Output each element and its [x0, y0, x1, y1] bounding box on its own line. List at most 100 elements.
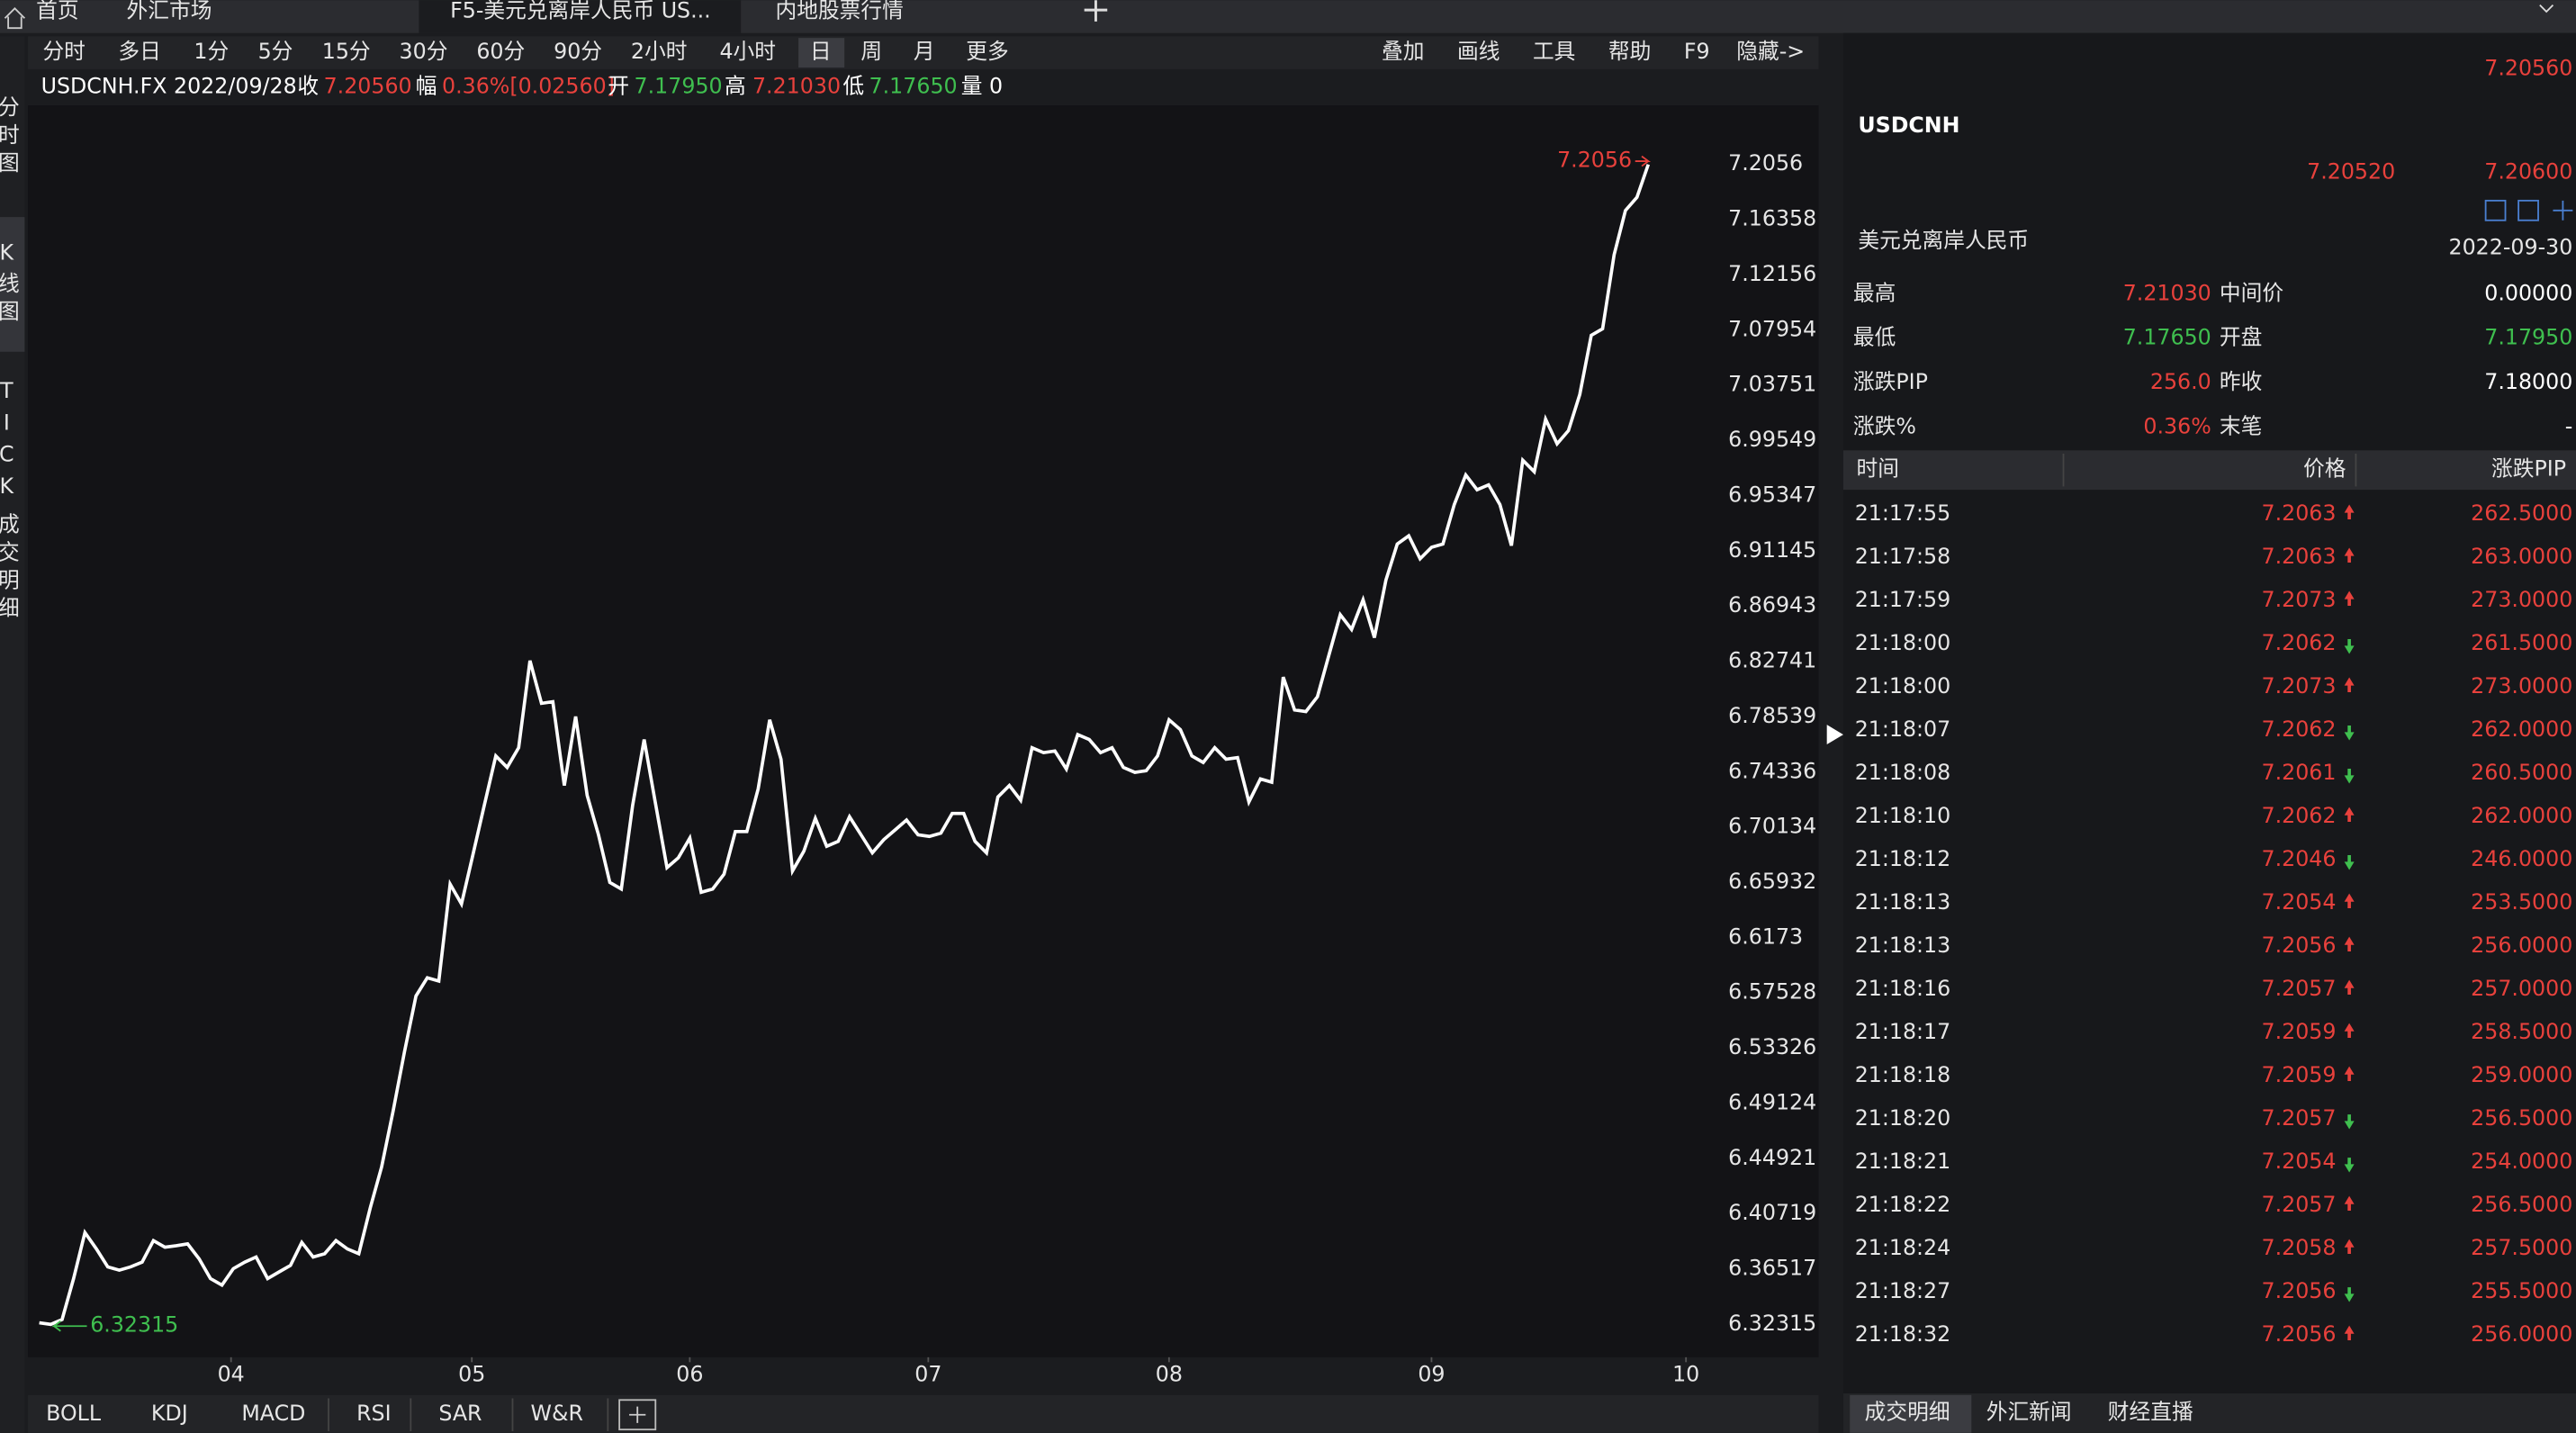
stat-label: 末笔	[2220, 413, 2262, 438]
side-tab[interactable]: TICK	[0, 378, 19, 505]
trade-time: 21:18:07	[1855, 716, 1951, 742]
period-button[interactable]: 日	[810, 39, 832, 64]
period-button[interactable]: 60分	[476, 39, 525, 64]
tool-button[interactable]: F9	[1684, 39, 1710, 64]
trade-price: 7.2054	[2262, 889, 2337, 915]
y-tick-label: 6.65932	[1728, 869, 1816, 894]
stat-label: 开盘	[2220, 325, 2262, 350]
y-tick-label: 7.2056	[1728, 150, 1803, 176]
x-tick-label: 07	[914, 1361, 941, 1386]
stat-value: -	[2565, 413, 2573, 438]
period-button[interactable]: 周	[860, 39, 882, 64]
tab[interactable]: 首页	[36, 0, 78, 23]
trade-price: 7.2062	[2262, 716, 2337, 742]
trade-pip: 256.0000	[2471, 933, 2572, 958]
trade-pip: 253.5000	[2471, 889, 2572, 915]
home-icon[interactable]	[4, 7, 26, 30]
low-annotation: 6.32315	[90, 1312, 178, 1338]
period-button[interactable]: 4小时	[719, 39, 776, 64]
trade-direction	[2344, 677, 2355, 692]
trade-price: 7.2057	[2262, 1192, 2337, 1217]
info-change-label: 幅	[416, 73, 437, 98]
y-tick-label: 6.40719	[1728, 1200, 1816, 1225]
stat-value: 7.17950	[2484, 325, 2572, 350]
add-indicator-icon[interactable]	[629, 1406, 646, 1423]
period-button[interactable]: 多日	[118, 39, 160, 64]
period-button[interactable]: 1分	[194, 39, 229, 64]
info-symbol: USDCNH.FX 2022/09/28	[41, 73, 297, 98]
tool-button[interactable]: 画线	[1457, 39, 1500, 64]
trade-pip: 259.0000	[2471, 1062, 2572, 1087]
panel-toggle[interactable]	[1826, 725, 1843, 745]
period-button[interactable]: 更多	[966, 39, 1008, 64]
active-tab	[419, 0, 742, 33]
bid: 7.20520	[2307, 158, 2395, 184]
side-tab[interactable]: 分时图	[0, 95, 19, 179]
period-button[interactable]: 30分	[400, 39, 448, 64]
period-button[interactable]: 15分	[322, 39, 371, 64]
price-line	[39, 164, 1651, 1327]
tool-button[interactable]: 帮助	[1608, 39, 1651, 64]
side-tab[interactable]: 成交明细	[0, 513, 19, 625]
info-high-label: 高	[725, 73, 746, 98]
indicator-button[interactable]: MACD	[241, 1401, 305, 1426]
last-price: 7.20560	[2484, 55, 2572, 80]
tab[interactable]: 外汇市场	[127, 0, 212, 23]
stat-label: 中间价	[2220, 280, 2283, 305]
tool-button[interactable]: 叠加	[1382, 39, 1424, 64]
y-tick-label: 7.16358	[1728, 206, 1816, 231]
trade-price: 7.2056	[2262, 1278, 2337, 1303]
period-button[interactable]: 90分	[554, 39, 602, 64]
ask: 7.20600	[2484, 158, 2572, 184]
new-tab[interactable]	[1084, 0, 1108, 22]
y-tick-label: 6.6173	[1728, 924, 1803, 949]
trade-price: 7.2062	[2262, 630, 2337, 655]
period-button[interactable]: 2小时	[631, 39, 688, 64]
y-tick-label: 6.44921	[1728, 1145, 1816, 1170]
trade-pip: 263.0000	[2471, 544, 2572, 569]
indicator-button[interactable]: W&R	[531, 1401, 583, 1426]
add-icon[interactable]	[2553, 200, 2573, 221]
table-header: 时间	[1857, 456, 1899, 482]
bottom-tab[interactable]: 成交明细	[1865, 1399, 1950, 1424]
stat-value: 7.18000	[2484, 369, 2572, 394]
high-annotation: 7.2056	[1557, 148, 1632, 173]
info-low-label: 低	[842, 73, 864, 98]
add-indicator[interactable]	[618, 1399, 657, 1431]
table-header: 涨跌PIP	[2491, 456, 2566, 482]
dropdown[interactable]	[2539, 5, 2554, 14]
indicator-button[interactable]: RSI	[356, 1401, 392, 1426]
tab[interactable]: F5-美元兑离岸人民币 US...	[450, 0, 711, 23]
trade-time: 21:18:13	[1855, 889, 1951, 915]
trade-time: 21:18:27	[1855, 1278, 1951, 1303]
trade-time: 21:18:16	[1855, 976, 1951, 1001]
bottom-tab[interactable]: 外汇新闻	[1986, 1399, 2072, 1424]
indicator-button[interactable]: SAR	[438, 1401, 482, 1426]
side-tab[interactable]: K线图	[0, 240, 19, 328]
tool-button[interactable]: 隐藏->	[1736, 39, 1805, 64]
trade-time: 21:18:18	[1855, 1062, 1951, 1087]
tab[interactable]: 内地股票行情	[776, 0, 904, 23]
trade-direction	[2344, 1158, 2355, 1173]
info-change: 0.36%[0.02560]	[442, 73, 615, 98]
trade-time: 21:18:00	[1855, 630, 1951, 655]
y-tick-label: 6.91145	[1728, 537, 1816, 563]
trade-price: 7.2059	[2262, 1019, 2337, 1044]
y-tick-label: 6.49124	[1728, 1089, 1816, 1114]
alert-icon[interactable]	[2517, 199, 2539, 221]
bottom-tab[interactable]: 财经直播	[2108, 1399, 2193, 1424]
trade-time: 21:18:21	[1855, 1149, 1951, 1174]
indicator-button[interactable]: KDJ	[151, 1401, 188, 1426]
period-button[interactable]: 5分	[258, 39, 293, 64]
tool-button[interactable]: 工具	[1533, 39, 1575, 64]
indicator-button[interactable]: BOLL	[46, 1401, 102, 1426]
stat-value: 0.00000	[2484, 280, 2572, 305]
trade-pip: 262.0000	[2471, 803, 2572, 828]
x-tick-label: 09	[1418, 1361, 1445, 1386]
period-button[interactable]: 月	[914, 39, 935, 64]
active-bottom-tab	[1850, 1394, 1972, 1433]
trade-direction	[2344, 893, 2355, 909]
stat-value: 256.0	[2150, 369, 2211, 394]
period-button[interactable]: 分时	[42, 39, 85, 64]
edit-icon[interactable]	[2484, 199, 2507, 221]
